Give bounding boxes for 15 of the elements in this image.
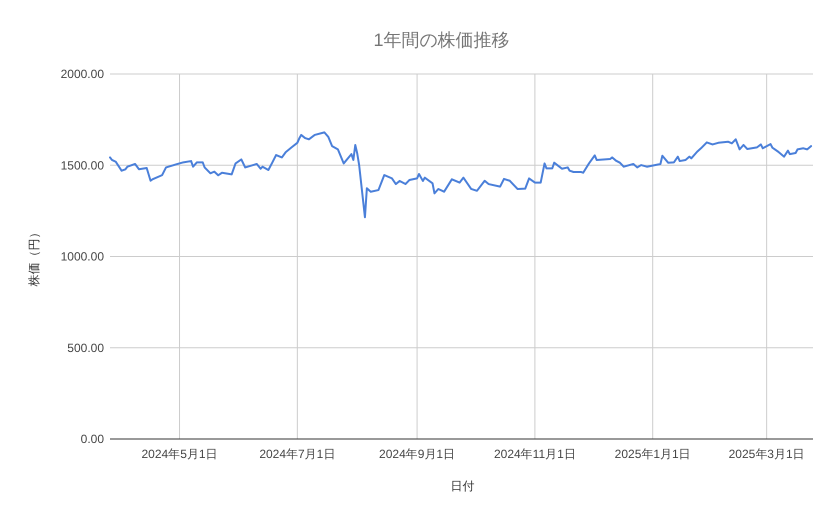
x-tick-label: 2024年7月1日 (259, 447, 336, 461)
x-tick-label: 2024年11月1日 (494, 447, 576, 461)
chart-title: 1年間の株価推移 (373, 30, 510, 50)
y-tick-label: 0.00 (80, 432, 104, 446)
y-axis-title: 株価（円） (27, 226, 41, 288)
x-axis-title: 日付 (450, 479, 474, 493)
y-tick-label: 500.00 (67, 340, 104, 355)
line-series (109, 131, 812, 218)
x-tick-label: 2024年9月1日 (379, 447, 456, 461)
x-tick-label: 2025年1月1日 (614, 447, 691, 461)
x-tick-label: 2024年5月1日 (142, 447, 218, 461)
y-tick-label: 2000.00 (60, 67, 104, 81)
y-tick-label: 1000.00 (60, 250, 104, 264)
y-tick-label: 1500.00 (60, 158, 104, 172)
x-tick-label: 2025年3月1日 (728, 447, 805, 461)
